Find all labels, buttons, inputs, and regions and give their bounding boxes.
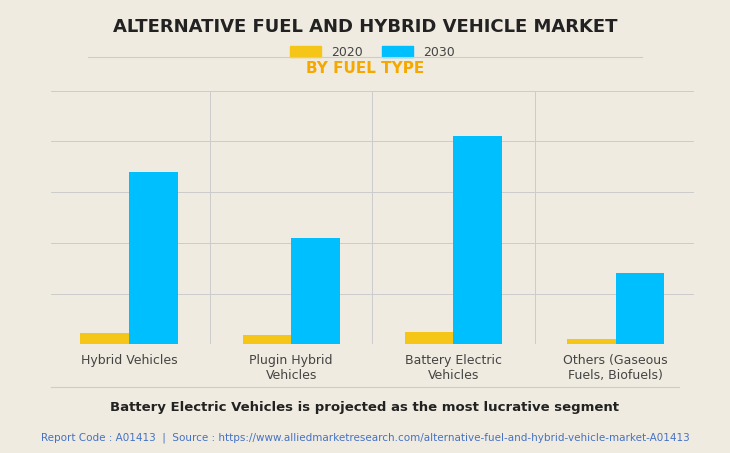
Bar — [567, 339, 615, 344]
Bar — [291, 238, 340, 344]
Bar — [242, 335, 291, 344]
Bar — [404, 332, 453, 344]
Text: Report Code : A01413  |  Source : https://www.alliedmarketresearch.com/alternati: Report Code : A01413 | Source : https://… — [41, 433, 689, 443]
Text: BY FUEL TYPE: BY FUEL TYPE — [306, 61, 424, 76]
Bar — [129, 172, 177, 344]
Text: ALTERNATIVE FUEL AND HYBRID VEHICLE MARKET: ALTERNATIVE FUEL AND HYBRID VEHICLE MARK… — [112, 18, 618, 36]
Bar — [615, 273, 664, 344]
Bar — [453, 136, 502, 344]
Text: Battery Electric Vehicles is projected as the most lucrative segment: Battery Electric Vehicles is projected a… — [110, 401, 620, 414]
Legend: 2020, 2030: 2020, 2030 — [285, 41, 460, 64]
Bar — [80, 333, 129, 344]
